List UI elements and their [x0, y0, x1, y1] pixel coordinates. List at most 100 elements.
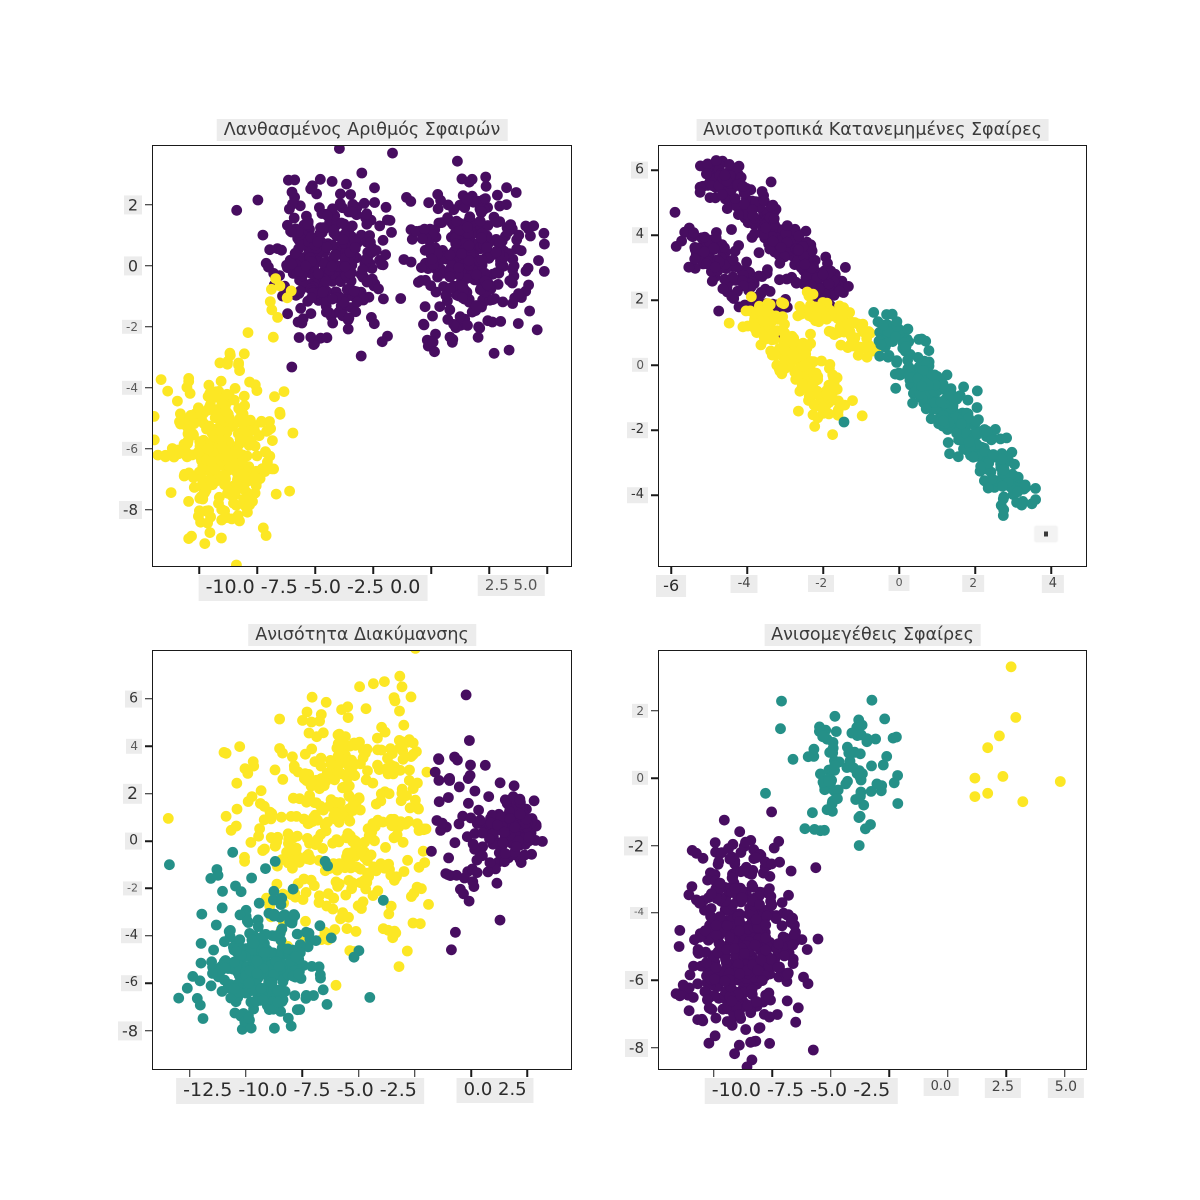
data-point-boundary-band-purple [492, 819, 503, 831]
data-point-dense-teal [230, 946, 242, 957]
data-point-wide-yellow [276, 811, 287, 823]
data-point-streak-1-purple [753, 247, 765, 259]
data-point-dense-teal [315, 972, 326, 984]
x-tick-label: -2 [808, 575, 835, 592]
data-point-blob-3-yellow [172, 395, 183, 407]
x-tick-label: 0.0 [923, 1078, 959, 1097]
x-axis-tick [898, 567, 900, 574]
data-point-large-purple [807, 1044, 819, 1056]
y-axis-tick [145, 840, 152, 842]
data-point-dense-teal [317, 984, 329, 996]
data-point-large-purple [721, 920, 733, 931]
data-point-boundary-band-purple [443, 852, 454, 864]
data-point-large-purple [709, 973, 720, 985]
data-point-wide-yellow [274, 713, 285, 725]
data-point-blob-3-yellow [238, 348, 250, 360]
data-point-blob-2-purple [444, 271, 456, 283]
data-point-large-purple [798, 971, 809, 983]
data-point-streak-3-top-yellow [805, 328, 816, 340]
data-point-wide-yellow [259, 843, 270, 855]
data-point-blob-1-purple [327, 293, 338, 305]
data-point-large-purple [764, 953, 776, 965]
data-point-large-purple [760, 919, 772, 931]
data-point-streak-1-purple [747, 210, 759, 222]
data-point-large-purple [761, 910, 773, 922]
data-point-streak-1-purple [749, 228, 760, 240]
data-point-dense-teal [216, 986, 228, 997]
data-point-wide-yellow [265, 813, 277, 825]
data-point-blob-3-yellow [224, 347, 236, 359]
data-point-blob-1-purple [395, 293, 407, 304]
data-point-large-purple [736, 892, 748, 904]
data-point-wide-yellow [285, 811, 297, 822]
data-point-wide-yellow [270, 840, 281, 851]
data-point-wide-yellow [231, 803, 243, 815]
data-point-blob-3-yellow [204, 401, 215, 413]
data-point-streak-2-bottom-yellow [779, 318, 790, 330]
y-axis-tick [145, 698, 152, 700]
scatter-canvas-wrong-blob-count [153, 146, 550, 566]
data-point-blob-2-purple [487, 316, 498, 328]
data-point-blob-3-yellow [269, 391, 280, 403]
data-point-blob-2-purple [445, 282, 456, 294]
data-point-large-purple [706, 888, 717, 900]
data-point-blob-3-yellow [267, 435, 278, 446]
y-tick-label: 2 [632, 703, 648, 718]
y-tick-label: 0 [125, 832, 142, 850]
data-point-blob-1-purple [345, 189, 356, 200]
data-point-wide-yellow [245, 837, 257, 848]
data-point-streak-1-purple [767, 235, 779, 247]
data-point-streak-1-purple [724, 159, 735, 170]
data-point-streak-3-top-yellow [856, 323, 867, 335]
y-axis-tick [145, 792, 152, 795]
data-point-streak-1-purple [694, 186, 706, 198]
data-point-blob-1-purple [231, 204, 243, 216]
data-point-dense-teal [210, 919, 222, 931]
data-point-blob-1-purple [321, 306, 332, 318]
data-point-streak-2-top-purple [698, 246, 710, 258]
data-point-blob-2-purple [481, 242, 493, 253]
data-point-wide-yellow [218, 747, 230, 758]
data-point-streak-2-top-purple [726, 291, 738, 303]
data-point-blob-2-purple [464, 211, 476, 223]
data-point-streak-1-purple [738, 198, 750, 210]
data-point-streak-3-teal [962, 394, 974, 406]
data-point-blob-1-purple [348, 285, 360, 297]
data-point-streak-1-purple [726, 224, 737, 235]
data-point-medium-teal [891, 731, 902, 743]
data-point-blob-3-yellow [206, 456, 217, 467]
x-axis-tick [357, 1070, 360, 1077]
data-point-mislabeled-edge-yellow [266, 283, 277, 295]
data-point-blob-1-purple [335, 188, 346, 200]
data-point-wide-yellow [287, 862, 298, 874]
data-point-boundary-band-purple [494, 914, 506, 926]
data-point-blob-1-purple [369, 182, 380, 194]
data-point-blob-3-yellow [215, 425, 226, 437]
data-point-wide-yellow [379, 676, 390, 687]
x-axis-tick [488, 567, 490, 574]
data-point-blob-3-yellow [200, 484, 212, 496]
data-point-blob-1-purple [334, 198, 346, 209]
data-point-streak-2-bottom-yellow [763, 332, 775, 343]
data-point-wide-yellow [398, 866, 410, 877]
x-axis-tick [746, 567, 748, 574]
data-point-dense-teal [225, 992, 237, 1004]
scatter-canvas-anisotropic-blobs [669, 155, 1041, 521]
data-point-blob-3-yellow [251, 450, 263, 462]
data-point-wide-yellow [317, 843, 328, 854]
data-point-large-purple [766, 899, 778, 911]
y-axis-tick [145, 204, 152, 206]
data-point-large-purple [734, 826, 746, 838]
data-point-medium-teal [854, 748, 866, 760]
data-point-large-purple [750, 913, 762, 925]
data-point-medium-teal [881, 751, 893, 762]
x-axis-tick [713, 1070, 715, 1077]
data-point-wide-yellow [334, 858, 345, 869]
data-point-scattered-teal [269, 856, 281, 867]
data-point-medium-teal [829, 760, 841, 771]
data-point-streak-3-teal [996, 453, 1008, 465]
data-point-dense-teal [216, 902, 228, 914]
data-point-medium-teal [830, 726, 842, 737]
data-point-large-purple [746, 879, 758, 891]
data-point-blob-2-purple [539, 238, 550, 250]
